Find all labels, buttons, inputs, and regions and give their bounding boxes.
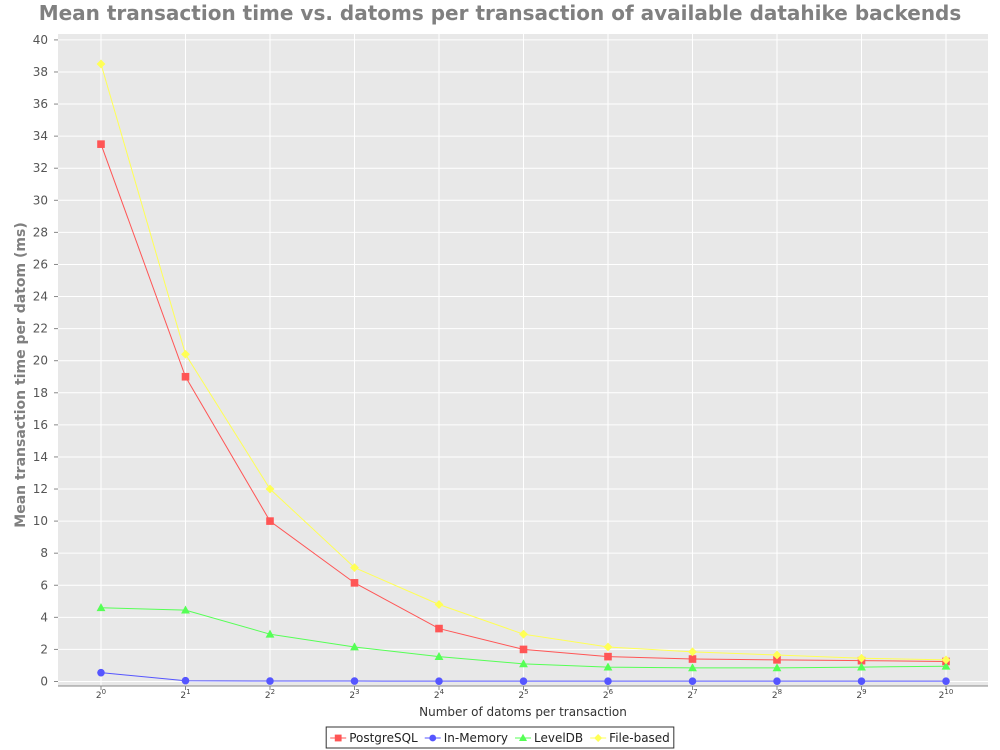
y-tick-label: 30 — [33, 193, 48, 207]
data-point-file-based — [434, 600, 444, 609]
x-tick-label: 29 — [856, 688, 866, 701]
data-point-in-memory — [181, 676, 190, 685]
data-point-postgresql — [604, 652, 612, 661]
data-point-file-based — [181, 349, 190, 359]
legend-label: PostgreSQL — [349, 731, 418, 745]
data-point-postgresql — [266, 517, 274, 525]
x-tick-label: 22 — [265, 688, 275, 701]
series-leveldb — [96, 603, 951, 672]
legend: PostgreSQL In-Memory LevelDB File-based — [325, 726, 675, 749]
data-point-file-based — [350, 563, 359, 573]
y-tick-label: 2 — [40, 642, 48, 656]
chart-title: Mean transaction time vs. datoms per tra… — [39, 1, 962, 25]
y-tick-label: 22 — [33, 322, 48, 336]
data-point-file-based — [603, 642, 613, 652]
legend-label: File-based — [609, 731, 670, 745]
data-point-in-memory — [266, 677, 274, 685]
x-axis-label: Number of datoms per transaction — [419, 705, 627, 719]
data-point-in-memory — [97, 668, 105, 677]
data-point-leveldb — [350, 642, 359, 651]
legend-swatch-marker — [594, 734, 603, 742]
x-tick-label: 23 — [349, 688, 359, 701]
data-point-in-memory — [350, 677, 359, 685]
data-point-in-memory — [519, 677, 528, 685]
legend-swatch-marker — [334, 734, 342, 742]
data-point-leveldb — [688, 663, 697, 672]
data-point-leveldb — [772, 663, 782, 672]
y-tick-label: 0 — [40, 675, 48, 689]
y-tick-label: 14 — [33, 450, 48, 464]
x-axis-ticks: 20 21 22 23 24 25 26 27 28 29 210 — [96, 686, 953, 701]
y-tick-label: 32 — [33, 161, 48, 175]
y-tick-label: 12 — [33, 482, 48, 496]
x-tick-label: 26 — [603, 688, 614, 701]
legend-box — [325, 726, 675, 749]
legend-swatch-marker — [519, 733, 528, 741]
y-tick-label: 8 — [40, 546, 48, 560]
data-point-file-based — [941, 655, 951, 665]
y-tick-label: 38 — [33, 65, 48, 79]
data-point-postgresql — [97, 140, 105, 148]
data-point-leveldb — [941, 661, 951, 670]
data-point-leveldb — [181, 605, 190, 614]
data-point-in-memory — [688, 677, 697, 685]
series-file-based — [96, 59, 951, 665]
legend-item-in-memory: In-Memory — [424, 731, 508, 745]
data-point-postgresql — [773, 656, 781, 664]
data-point-file-based — [96, 59, 106, 69]
data-point-leveldb — [434, 652, 444, 661]
x-tick-label: 21 — [180, 688, 190, 701]
y-tick-label: 18 — [33, 386, 48, 400]
x-tick-label: 25 — [518, 688, 528, 701]
x-tick-label: 20 — [96, 688, 106, 701]
data-point-leveldb — [96, 603, 106, 612]
legend-item-leveldb: LevelDB — [515, 731, 583, 745]
series-group — [96, 59, 951, 685]
data-point-leveldb — [603, 662, 613, 671]
data-point-leveldb — [265, 629, 275, 638]
gridlines — [58, 34, 988, 686]
data-point-postgresql — [519, 645, 528, 654]
x-tick-label: 210 — [939, 688, 954, 701]
data-point-file-based — [857, 653, 866, 663]
x-tick-label: 28 — [772, 688, 782, 701]
data-point-in-memory — [435, 677, 443, 685]
data-point-file-based — [772, 650, 782, 660]
y-tick-label: 4 — [40, 610, 48, 624]
legend-item-postgresql: PostgreSQL — [330, 731, 418, 745]
series-in-memory — [97, 668, 950, 685]
y-tick-label: 28 — [33, 225, 48, 239]
y-tick-label: 34 — [33, 129, 48, 143]
x-tick-label: 24 — [434, 688, 445, 701]
legend-item-file-based: File-based — [590, 731, 670, 745]
legend-swatch-marker — [429, 734, 437, 742]
legend-label: In-Memory — [444, 731, 508, 745]
y-tick-label: 26 — [33, 257, 48, 271]
x-tick-label: 27 — [687, 688, 697, 701]
y-axis-label: Mean transaction time per datom (ms) — [13, 222, 29, 527]
data-point-postgresql — [181, 372, 190, 381]
data-point-file-based — [265, 484, 275, 494]
data-point-postgresql — [435, 624, 443, 633]
y-tick-label: 10 — [33, 514, 48, 528]
y-tick-label: 6 — [40, 578, 48, 592]
y-tick-label: 16 — [33, 418, 48, 432]
y-tick-label: 20 — [33, 354, 48, 368]
data-point-leveldb — [519, 659, 528, 668]
data-point-postgresql — [688, 655, 697, 663]
data-point-leveldb — [857, 662, 866, 671]
y-tick-label: 24 — [33, 290, 48, 304]
data-point-file-based — [688, 647, 697, 657]
y-tick-label: 40 — [33, 33, 48, 47]
data-point-in-memory — [773, 677, 781, 685]
data-point-in-memory — [604, 677, 612, 685]
legend-label: LevelDB — [534, 731, 583, 745]
data-point-in-memory — [942, 677, 950, 685]
y-tick-label: 36 — [33, 97, 48, 111]
data-point-file-based — [519, 629, 528, 639]
data-point-postgresql — [350, 579, 359, 587]
data-point-in-memory — [857, 677, 866, 685]
